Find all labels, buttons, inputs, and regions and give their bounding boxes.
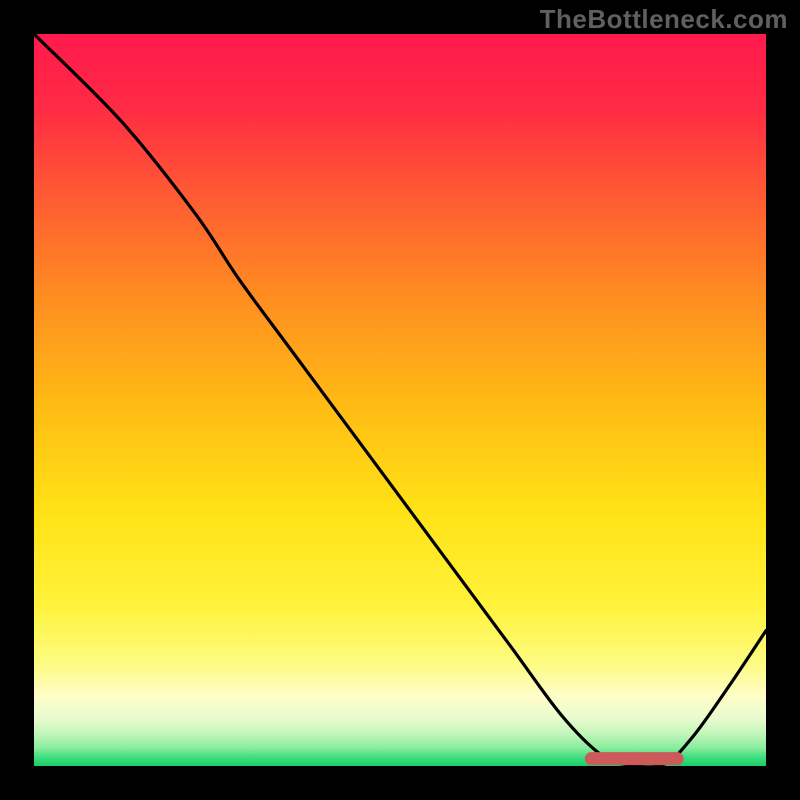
watermark-text: TheBottleneck.com — [540, 4, 788, 35]
optimal-range-marker — [585, 752, 684, 765]
gradient-background — [34, 34, 766, 766]
bottleneck-chart — [34, 34, 766, 766]
